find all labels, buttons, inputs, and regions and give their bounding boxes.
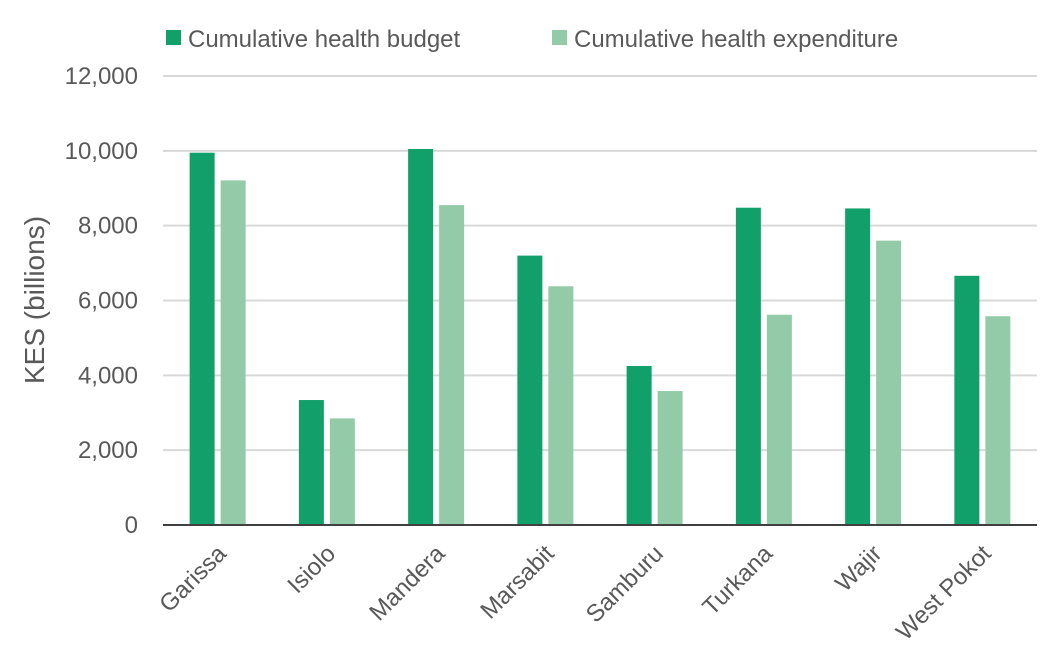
y-tick-label: 2,000: [78, 437, 138, 464]
bar-budget: [954, 275, 980, 525]
y-tick-label: 12,000: [65, 63, 138, 90]
bar-budget: [189, 152, 215, 525]
bar-expenditure: [329, 418, 355, 525]
bar-budget: [845, 208, 871, 525]
x-category-label: Isiolo: [282, 540, 341, 599]
bar-expenditure: [657, 391, 683, 525]
y-axis-title: KES (billions): [19, 216, 50, 384]
legend-label-expenditure: Cumulative health expenditure: [574, 26, 898, 53]
bar-expenditure: [548, 286, 574, 525]
y-tick-label: 6,000: [78, 288, 138, 315]
x-category-label: Mandera: [364, 540, 451, 627]
x-category-label: Samburu: [581, 540, 669, 628]
bar-expenditure: [439, 205, 465, 525]
x-category-label: Garissa: [154, 540, 232, 618]
legend: Cumulative health budget Cumulative heal…: [166, 26, 898, 53]
y-tick-label: 4,000: [78, 362, 138, 389]
bar-budget: [735, 207, 761, 525]
bar-expenditure: [876, 240, 902, 525]
bar-budget: [408, 148, 434, 525]
bar-expenditure: [766, 314, 792, 525]
x-axis-category-labels: Garissa Isiolo Mandera Marsabit Samburu Turka…: [154, 540, 997, 646]
bars: [189, 148, 1011, 525]
y-tick-label: 10,000: [65, 138, 138, 165]
bar-budget: [298, 400, 324, 525]
bar-expenditure: [220, 180, 246, 525]
bar-expenditure: [985, 316, 1011, 525]
y-tick-label: 8,000: [78, 213, 138, 240]
y-tick-label: 0: [125, 512, 138, 539]
gridlines: [163, 75, 1037, 452]
x-category-label: West Pokot: [891, 540, 997, 646]
y-axis-tick-labels: 0 2,000 4,000 6,000 8,000 10,000 12,000: [65, 63, 138, 539]
bar-budget: [626, 365, 652, 525]
x-category-label: Turkana: [697, 540, 778, 621]
legend-label-budget: Cumulative health budget: [188, 26, 461, 53]
bar-budget: [517, 255, 543, 525]
x-category-label: Wajir: [830, 540, 887, 597]
legend-swatch-budget: [166, 30, 181, 45]
x-category-label: Marsabit: [475, 540, 559, 624]
legend-swatch-expenditure: [552, 30, 567, 45]
